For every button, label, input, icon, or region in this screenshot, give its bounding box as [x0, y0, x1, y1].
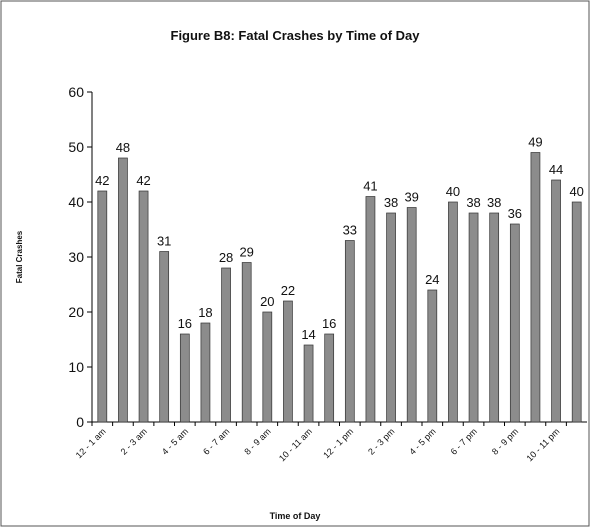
bar: [365, 196, 376, 423]
bar: [118, 157, 128, 423]
data-label: 22: [281, 283, 295, 298]
bar: [241, 262, 252, 423]
data-label: 31: [157, 234, 171, 249]
bar: [509, 223, 520, 423]
y-tick-label: 60: [68, 84, 84, 100]
bar: [551, 179, 561, 423]
bar: [324, 333, 335, 423]
data-label: 18: [198, 305, 212, 320]
data-label: 33: [343, 223, 357, 238]
data-label: 20: [260, 294, 274, 309]
data-label: 40: [446, 184, 460, 199]
data-label: 41: [363, 179, 377, 194]
bar: [262, 311, 273, 423]
y-axis-label: Fatal Crashes: [15, 230, 24, 283]
data-label: 38: [384, 195, 398, 210]
bar: [179, 333, 190, 423]
y-tick-label: 50: [68, 139, 84, 155]
data-label: 16: [178, 316, 192, 331]
data-label: 39: [404, 190, 418, 205]
data-label: 36: [508, 206, 522, 221]
data-label: 49: [528, 135, 542, 150]
data-label: 42: [136, 173, 150, 188]
bar: [489, 212, 500, 423]
bar: [571, 201, 582, 423]
data-label: 44: [549, 162, 563, 177]
bar: [159, 251, 170, 423]
bar: [97, 190, 108, 423]
chart-title: Figure B8: Fatal Crashes by Time of Day: [171, 28, 421, 43]
bar: [303, 344, 314, 423]
data-label: 16: [322, 316, 336, 331]
bar: [427, 289, 438, 423]
data-label: 29: [239, 245, 253, 260]
data-label: 40: [569, 184, 583, 199]
bar: [138, 190, 149, 423]
data-label: 48: [116, 140, 130, 155]
x-axis-label: Time of Day: [270, 511, 321, 521]
y-tick-label: 10: [68, 359, 84, 375]
bar: [200, 322, 211, 423]
bar: [448, 201, 458, 423]
bar: [283, 300, 293, 423]
y-tick-label: 0: [76, 414, 84, 430]
bar: [386, 212, 396, 423]
data-label: 14: [301, 327, 315, 342]
bar: [344, 240, 355, 423]
data-label: 42: [95, 173, 109, 188]
y-tick-label: 40: [68, 194, 84, 210]
data-label: 38: [487, 195, 501, 210]
bar: [221, 267, 231, 423]
data-label: 38: [466, 195, 480, 210]
data-label: 24: [425, 272, 439, 287]
data-label: 28: [219, 250, 233, 265]
y-tick-label: 20: [68, 304, 84, 320]
bar: [530, 152, 541, 423]
bar: [406, 207, 417, 423]
y-tick-label: 30: [68, 249, 84, 265]
bar: [468, 212, 479, 423]
